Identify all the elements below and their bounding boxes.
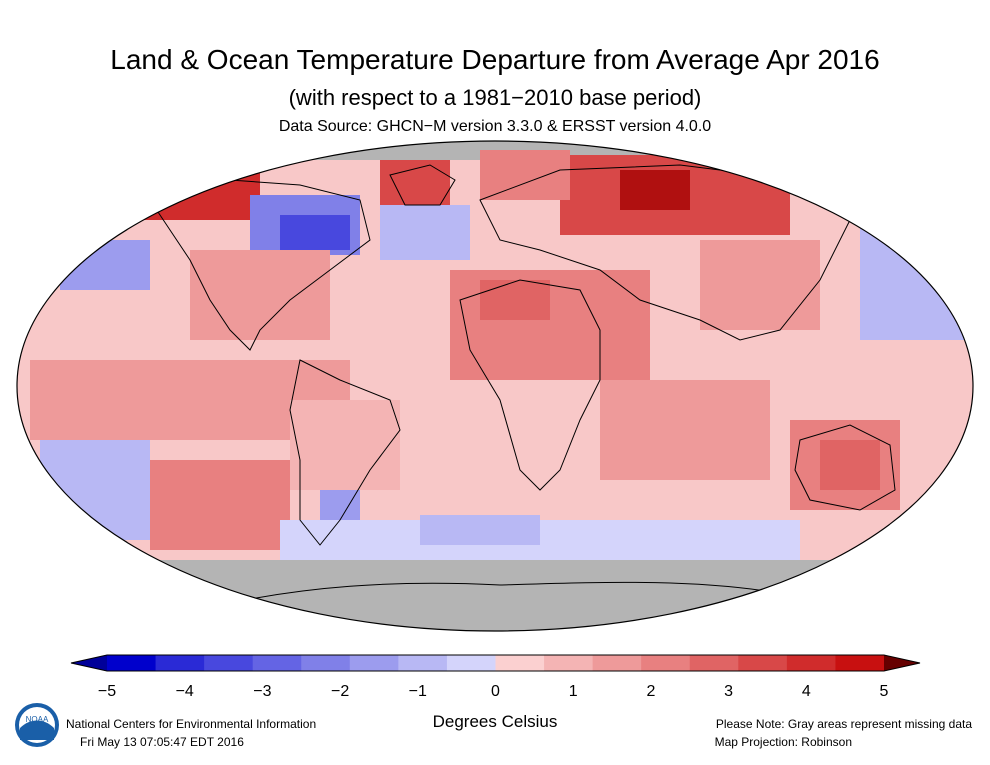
colorbar-tick-label: 5 xyxy=(879,683,889,700)
org-label: National Centers for Environmental Infor… xyxy=(66,717,317,731)
colorbar-bin-0 xyxy=(107,655,157,671)
colorbar-bin-1 xyxy=(155,655,205,671)
colorbar-tick-label: 0 xyxy=(491,683,500,700)
data-source-label: Data Source: GHCN−M version 3.3.0 & ERSS… xyxy=(278,118,712,135)
australia-warm-core xyxy=(820,440,880,490)
south-atlantic-cool xyxy=(420,515,540,545)
greenland-outline xyxy=(389,164,456,206)
colorbar-tick-label: 1 xyxy=(568,683,578,700)
labrador-cold-core xyxy=(280,215,350,250)
globe-border xyxy=(16,140,974,632)
colorbar-tick-label: −5 xyxy=(97,683,117,700)
north-america-outline xyxy=(149,179,371,351)
north-atlantic-cool xyxy=(380,205,470,260)
colorbar-bin-14 xyxy=(786,655,836,671)
south-pacific-warm xyxy=(150,460,290,550)
colorbar-tick-label: 2 xyxy=(646,683,656,700)
colorbar-bin-8 xyxy=(495,655,545,671)
colorbar-low-arrow xyxy=(71,655,107,671)
colorbar-bin-6 xyxy=(398,655,448,671)
australia-outline xyxy=(794,424,896,511)
colorbar-border xyxy=(70,654,921,672)
siberia-hot-core xyxy=(620,170,690,210)
sahara-warm-core xyxy=(480,280,550,320)
colorbar-bin-12 xyxy=(689,655,739,671)
colorbar-bin-11 xyxy=(641,655,691,671)
projection-label: Map Projection: Robinson xyxy=(714,735,852,749)
colorbar-bin-5 xyxy=(349,655,399,671)
scandinavia-region xyxy=(480,150,570,200)
missing-data-note: Please Note: Gray areas represent missin… xyxy=(715,717,972,731)
noaa-logo: NOAA xyxy=(15,703,59,747)
south-america-outline xyxy=(289,359,401,546)
colorbar-bin-9 xyxy=(544,655,594,671)
timestamp-label: Fri May 13 07:05:47 EDT 2016 xyxy=(80,735,244,749)
colorbar-bin-10 xyxy=(592,655,642,671)
eurasia-outline xyxy=(479,164,851,341)
colorbar-tick-label: −1 xyxy=(408,683,427,700)
svg-text:NOAA: NOAA xyxy=(26,715,49,724)
united-states-warm xyxy=(190,250,330,340)
colorbar-bin-4 xyxy=(301,655,351,671)
colorbar-units-label: Degrees Celsius xyxy=(432,712,558,731)
africa-outline xyxy=(459,279,601,491)
map-subtitle: (with respect to a 1981−2010 base period… xyxy=(288,85,702,110)
colorbar-tick-label: 3 xyxy=(724,683,734,700)
colorbar-high-arrow xyxy=(884,655,920,671)
colorbar-bin-7 xyxy=(446,655,496,671)
colorbar-tick-label: 4 xyxy=(801,683,811,700)
colorbar-bin-3 xyxy=(252,655,302,671)
indian-ocean-warm xyxy=(600,380,770,480)
colorbar-tick-label: −3 xyxy=(253,683,272,700)
colorbar-tick-label: −2 xyxy=(330,683,350,700)
colorbar-bin-2 xyxy=(204,655,254,671)
map-title: Land & Ocean Temperature Departure from … xyxy=(110,44,880,75)
colorbar-tick-label: −4 xyxy=(175,683,194,700)
south-america-region xyxy=(290,400,400,490)
colorbar-bin-13 xyxy=(738,655,788,671)
east-asia-warm xyxy=(700,240,820,330)
colorbar-bin-15 xyxy=(835,655,885,671)
